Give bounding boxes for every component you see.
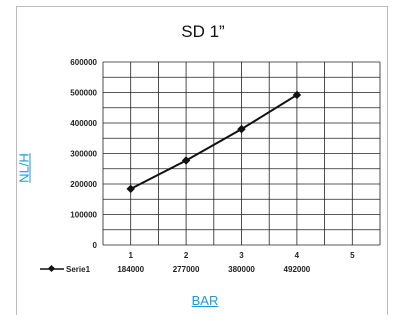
chart-title: SD 1” <box>181 22 225 41</box>
data-table-value: 380000 <box>228 265 255 274</box>
y-tick-label: 600000 <box>70 58 97 67</box>
y-tick-label: 300000 <box>70 150 97 159</box>
data-point <box>292 90 302 100</box>
data-point <box>237 124 246 134</box>
data-point <box>126 184 135 194</box>
grid-lines <box>102 61 381 246</box>
x-tick-label: 4 <box>295 251 300 260</box>
x-tick-label: 3 <box>239 251 244 260</box>
series-line <box>126 90 302 194</box>
y-tick-labels: 0 100000 200000 300000 400000 500000 600000 <box>70 58 97 250</box>
y-tick-label: 500000 <box>70 89 97 98</box>
y-tick-label: 400000 <box>70 119 97 128</box>
data-point <box>181 156 191 165</box>
y-tick-label: 200000 <box>70 180 97 189</box>
legend-label: Serie1 <box>66 265 91 274</box>
x-tick-label: 2 <box>184 251 189 260</box>
y-tick-label: 0 <box>93 241 98 250</box>
series-line-path <box>130 94 298 190</box>
x-tick-label: 1 <box>128 251 133 260</box>
data-table-value: 492000 <box>284 265 311 274</box>
data-table-value: 184000 <box>117 265 144 274</box>
legend-table: Serie1 184000 277000 380000 492000 <box>40 264 311 274</box>
x-tick-label: 5 <box>350 251 355 260</box>
x-tick-labels: 1 2 3 4 5 <box>128 251 355 260</box>
legend-marker <box>47 264 56 273</box>
x-axis-label[interactable]: BAR <box>191 293 219 308</box>
chart-frame <box>16 6 388 315</box>
data-table-value: 277000 <box>173 265 200 274</box>
y-tick-label: 100000 <box>70 211 97 220</box>
